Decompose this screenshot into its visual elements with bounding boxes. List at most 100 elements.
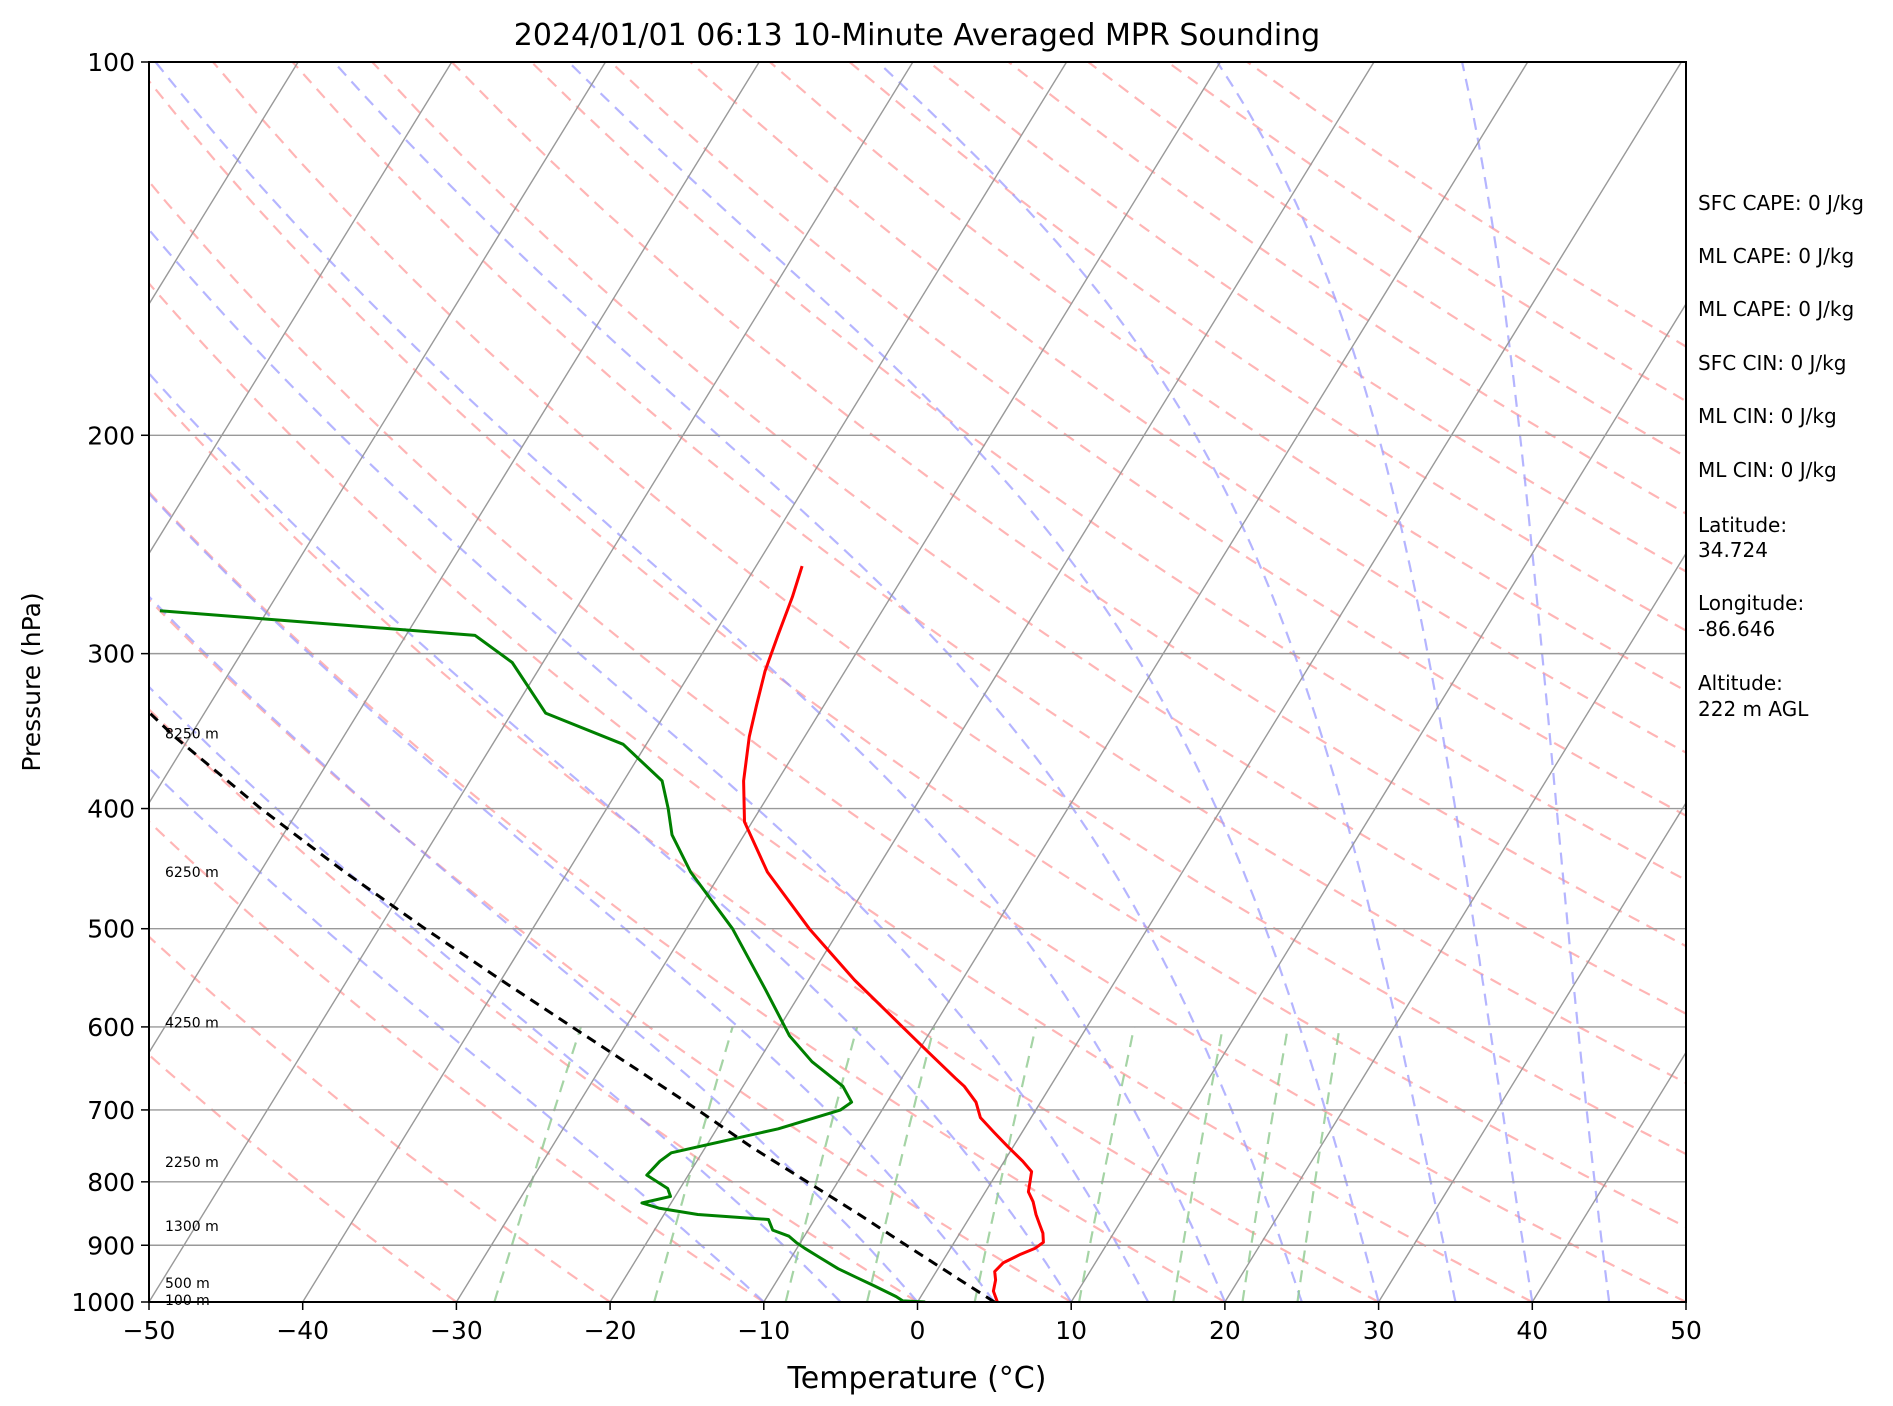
moist-adiabat [154, 62, 1226, 1302]
height-label: 4250 m [165, 1015, 219, 1031]
ml-cape-text-2: ML CAPE: 0 J/kg [1698, 297, 1854, 321]
y-tick-label: 800 [87, 1168, 135, 1197]
sfc-cape-text: SFC CAPE: 0 J/kg [1698, 191, 1864, 215]
moist-adiabats [149, 62, 1611, 1302]
x-tick-label: −40 [276, 1316, 329, 1345]
dry-adiabat [149, 385, 1380, 1302]
y-tick-label: 700 [87, 1096, 135, 1125]
dry-adiabat [769, 62, 1686, 693]
dry-adiabat [149, 490, 1226, 1302]
x-axis-label: Temperature (°C) [787, 1361, 1047, 1396]
moist-adiabat [149, 371, 1073, 1302]
mixing-ratio-line [1241, 1026, 1290, 1302]
dry-adiabat [371, 62, 1686, 1015]
mixing-ratio-line [865, 1026, 936, 1302]
x-tick-label: −50 [123, 1316, 176, 1345]
y-tick-label: 300 [87, 640, 135, 669]
isotherm [455, 62, 1221, 1302]
height-label: 500 m [165, 1276, 210, 1292]
moist-adiabat [149, 685, 842, 1302]
y-axis-label: Pressure (hPa) [17, 592, 46, 771]
isotherm [149, 62, 914, 1302]
y-tick-label: 1000 [71, 1288, 135, 1317]
sounding-info-panel: SFC CAPE: 0 J/kg ML CAPE: 0 J/kg ML CAPE… [1698, 191, 1864, 721]
mixing-ratio-line [653, 1026, 734, 1302]
latitude-label: Latitude: [1698, 513, 1787, 537]
isotherm [149, 62, 453, 555]
temperature-line [742, 565, 1045, 1302]
dry-adiabat [450, 62, 1686, 948]
latitude-value: 34.724 [1698, 538, 1768, 562]
dry-adiabat [149, 1053, 458, 1302]
x-tick-label: 50 [1670, 1316, 1702, 1345]
dry-adiabat [212, 62, 1686, 1156]
height-label: 1300 m [165, 1219, 219, 1235]
height-label: 8250 m [165, 727, 219, 743]
height-label: 2250 m [165, 1155, 219, 1171]
ml-cape-text: ML CAPE: 0 J/kg [1698, 244, 1854, 268]
y-tick-label: 500 [87, 915, 135, 944]
moist-adiabat [149, 766, 765, 1302]
isobars [149, 62, 1686, 1302]
x-tick-label: −20 [584, 1316, 637, 1345]
x-tick-label: 40 [1516, 1316, 1548, 1345]
dry-adiabat [291, 62, 1686, 1085]
sfc-cin-text: SFC CIN: 0 J/kg [1698, 351, 1846, 375]
dry-adiabat [149, 598, 1072, 1302]
dry-adiabat [848, 62, 1686, 632]
x-tick-label: 10 [1055, 1316, 1087, 1345]
ml-cin-text: ML CIN: 0 J/kg [1698, 404, 1837, 428]
isotherm [302, 62, 1068, 1302]
y-tick-label: 600 [87, 1013, 135, 1042]
x-tick-label: −30 [430, 1316, 483, 1345]
dry-adiabat [149, 935, 611, 1302]
dry-adiabat [530, 62, 1686, 882]
isotherm [1224, 552, 1686, 1302]
dry-adiabat [149, 281, 1533, 1302]
sounding-series [149, 565, 1045, 1302]
x-tick-label: 30 [1363, 1316, 1395, 1345]
isotherm [763, 62, 1529, 1302]
isotherms [149, 62, 1686, 1302]
dry-adiabat [149, 820, 765, 1302]
dry-adiabat [149, 707, 919, 1302]
isotherm [1378, 801, 1686, 1302]
altitude-label: Altitude: [1698, 671, 1783, 695]
y-tick-label: 400 [87, 795, 135, 824]
moist-adiabat [333, 62, 1303, 1302]
mixing-ratio-line [1296, 1026, 1341, 1302]
longitude-label: Longitude: [1698, 591, 1804, 615]
plot-area [149, 62, 1686, 1302]
moist-adiabat [1216, 62, 1534, 1302]
moist-adiabat [1461, 62, 1611, 1302]
x-tick-label: 0 [910, 1316, 926, 1345]
isotherm [916, 62, 1682, 1302]
y-tick-label: 900 [87, 1231, 135, 1260]
ml-cin-text-2: ML CIN: 0 J/kg [1698, 458, 1837, 482]
isotherm [149, 62, 607, 805]
dry-adiabat [149, 179, 1686, 1302]
dewpoint-line [159, 609, 926, 1302]
height-label: 100 m [165, 1293, 210, 1309]
x-tick-label: 20 [1209, 1316, 1241, 1345]
y-tick-label: 100 [87, 48, 135, 77]
moist-adiabat [149, 228, 1150, 1302]
isotherm [149, 62, 299, 306]
x-axis-ticks: −50 −40 −30 −20 −10 0 10 20 30 40 50 [123, 1302, 1702, 1345]
isotherm [609, 62, 1375, 1302]
chart-title: 2024/01/01 06:13 10-Minute Averaged MPR … [514, 18, 1320, 53]
x-tick-label: −10 [737, 1316, 790, 1345]
longitude-value: -86.646 [1698, 617, 1775, 641]
moist-adiabat [149, 492, 996, 1302]
y-axis-ticks: 1000 900 800 700 600 500 400 300 200 100 [71, 48, 149, 1317]
dry-adiabats [149, 62, 1686, 1302]
moist-adiabat [149, 595, 919, 1302]
moist-adiabat [877, 62, 1457, 1302]
mixing-ratio-line [493, 1026, 582, 1302]
isotherm [149, 62, 760, 1054]
y-tick-label: 200 [87, 421, 135, 450]
parcel-line [149, 710, 996, 1302]
isotherm [1531, 1051, 1686, 1302]
